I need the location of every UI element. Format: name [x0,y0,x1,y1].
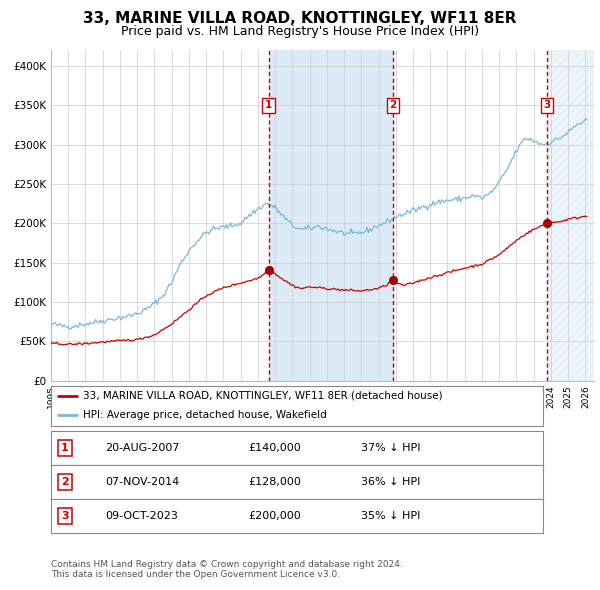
Text: 37% ↓ HPI: 37% ↓ HPI [361,443,421,453]
Text: 33, MARINE VILLA ROAD, KNOTTINGLEY, WF11 8ER (detached house): 33, MARINE VILLA ROAD, KNOTTINGLEY, WF11… [83,391,443,401]
Text: 33, MARINE VILLA ROAD, KNOTTINGLEY, WF11 8ER: 33, MARINE VILLA ROAD, KNOTTINGLEY, WF11… [83,11,517,25]
Text: 3: 3 [61,512,68,521]
Text: £200,000: £200,000 [248,512,301,521]
Text: 2: 2 [61,477,68,487]
Text: Price paid vs. HM Land Registry's House Price Index (HPI): Price paid vs. HM Land Registry's House … [121,25,479,38]
Text: 20-AUG-2007: 20-AUG-2007 [105,443,179,453]
Text: 1: 1 [61,443,68,453]
Text: 35% ↓ HPI: 35% ↓ HPI [361,512,421,521]
Text: HPI: Average price, detached house, Wakefield: HPI: Average price, detached house, Wake… [83,409,327,419]
Text: 3: 3 [544,100,551,110]
Text: 2: 2 [389,100,397,110]
Text: 36% ↓ HPI: 36% ↓ HPI [361,477,421,487]
Text: 07-NOV-2014: 07-NOV-2014 [105,477,179,487]
Text: Contains HM Land Registry data © Crown copyright and database right 2024.
This d: Contains HM Land Registry data © Crown c… [51,560,403,579]
Bar [269,50,393,381]
Bar [547,50,594,381]
Text: 09-OCT-2023: 09-OCT-2023 [105,512,178,521]
Text: £140,000: £140,000 [248,443,301,453]
Text: 1: 1 [265,100,272,110]
Text: £128,000: £128,000 [248,477,301,487]
